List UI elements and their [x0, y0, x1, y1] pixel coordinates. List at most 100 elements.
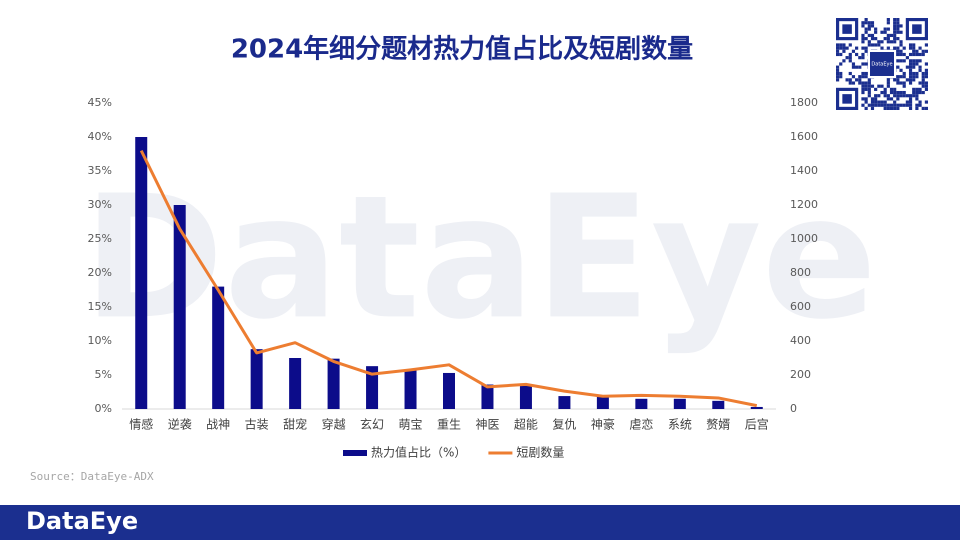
qr-cell	[908, 81, 913, 85]
qr-cell	[845, 78, 849, 82]
y-tick-label: 30%	[88, 198, 112, 211]
qr-cell	[864, 49, 868, 53]
qr-cell	[836, 68, 840, 72]
qr-cell	[889, 40, 894, 44]
qr-cell	[924, 43, 928, 47]
qr-cell	[864, 62, 868, 66]
qr-cell	[886, 40, 890, 44]
qr-cell	[902, 46, 906, 50]
qr-cell	[889, 97, 894, 101]
qr-cell	[883, 94, 887, 98]
qr-cell	[908, 106, 913, 110]
qr-cell	[886, 37, 890, 41]
qr-cell	[915, 62, 919, 66]
x-tick-label: 虐恋	[629, 417, 653, 432]
qr-cell	[864, 30, 868, 34]
qr-cell	[896, 81, 900, 85]
qr-cell	[861, 62, 865, 66]
qr-cell	[855, 65, 859, 69]
qr-cell	[858, 81, 862, 85]
qr-cell	[896, 24, 900, 28]
qr-cell	[839, 62, 843, 66]
x-tick-label: 穿越	[322, 417, 346, 432]
qr-cell	[921, 75, 925, 79]
x-tick-label: 情感	[129, 417, 153, 432]
qr-cell	[867, 24, 871, 28]
bar	[481, 384, 494, 409]
x-tick-label: 甜宠	[283, 417, 307, 432]
qr-cell	[921, 90, 925, 95]
qr-cell	[864, 27, 868, 31]
qr-cell	[848, 43, 852, 47]
qr-cell	[864, 18, 868, 22]
qr-cell	[893, 27, 897, 31]
y-tick-label: 10%	[88, 334, 112, 347]
bar	[366, 366, 379, 409]
qr-cell	[861, 52, 865, 57]
qr-cell	[924, 71, 928, 76]
y-tick-label: 25%	[88, 232, 112, 245]
qr-cell	[836, 49, 840, 53]
qr-cell	[864, 97, 868, 101]
qr-cell	[851, 81, 856, 85]
y2-tick-label: 1800	[790, 96, 818, 109]
qr-cell	[912, 62, 916, 66]
qr-cell	[861, 33, 865, 38]
qr-cell	[915, 94, 919, 98]
qr-cell	[889, 33, 894, 38]
qr-cell	[880, 40, 884, 44]
qr-cell	[924, 100, 928, 104]
qr-cell	[880, 100, 884, 104]
qr-cell	[918, 46, 922, 50]
qr-cell	[896, 37, 900, 41]
qr-cell	[864, 71, 868, 76]
qr-cell	[908, 46, 913, 50]
qr-cell	[861, 75, 865, 79]
legend-label: 热力值占比（%）	[371, 445, 466, 460]
qr-cell	[867, 94, 871, 98]
qr-cell	[864, 21, 868, 25]
qr-cell	[886, 94, 890, 98]
qr-cell	[915, 106, 919, 110]
qr-cell	[899, 43, 903, 47]
y-tick-label: 40%	[88, 130, 112, 143]
qr-cell	[855, 78, 859, 82]
qr-cell	[855, 52, 859, 57]
qr-cell	[858, 65, 862, 69]
qr-cell	[908, 75, 913, 79]
qr-cell	[908, 94, 913, 98]
qr-cell	[870, 84, 875, 88]
qr-cell	[867, 87, 871, 91]
footer-logo: DataEye	[26, 507, 138, 535]
legend-label: 短剧数量	[516, 445, 564, 460]
qr-cell	[899, 24, 903, 28]
qr-cell	[912, 65, 916, 69]
qr-cell	[864, 84, 868, 88]
qr-cell	[902, 71, 906, 76]
qr-cell	[912, 59, 916, 63]
qr-cell	[893, 106, 897, 110]
qr-cell	[893, 100, 897, 104]
qr-cell	[921, 78, 925, 82]
qr-cell	[836, 43, 840, 47]
bar	[596, 396, 609, 409]
qr-cell	[867, 40, 871, 44]
qr-cell	[845, 46, 849, 50]
qr-cell	[912, 75, 916, 79]
y-tick-label: 20%	[88, 266, 112, 279]
qr-cell	[842, 49, 846, 53]
qr-cell	[861, 71, 865, 76]
qr-cell	[867, 103, 871, 107]
qr-cell	[902, 59, 906, 63]
qr-cell	[861, 56, 865, 60]
qr-cell	[912, 87, 916, 91]
qr-cell	[861, 87, 865, 91]
qr-cell	[912, 52, 916, 57]
qr-cell	[912, 49, 916, 53]
qr-cell	[918, 59, 922, 63]
qr-cell	[893, 90, 897, 95]
x-tick-label: 赘婿	[706, 417, 730, 432]
qr-cell	[893, 94, 897, 98]
qr-cell	[893, 30, 897, 34]
